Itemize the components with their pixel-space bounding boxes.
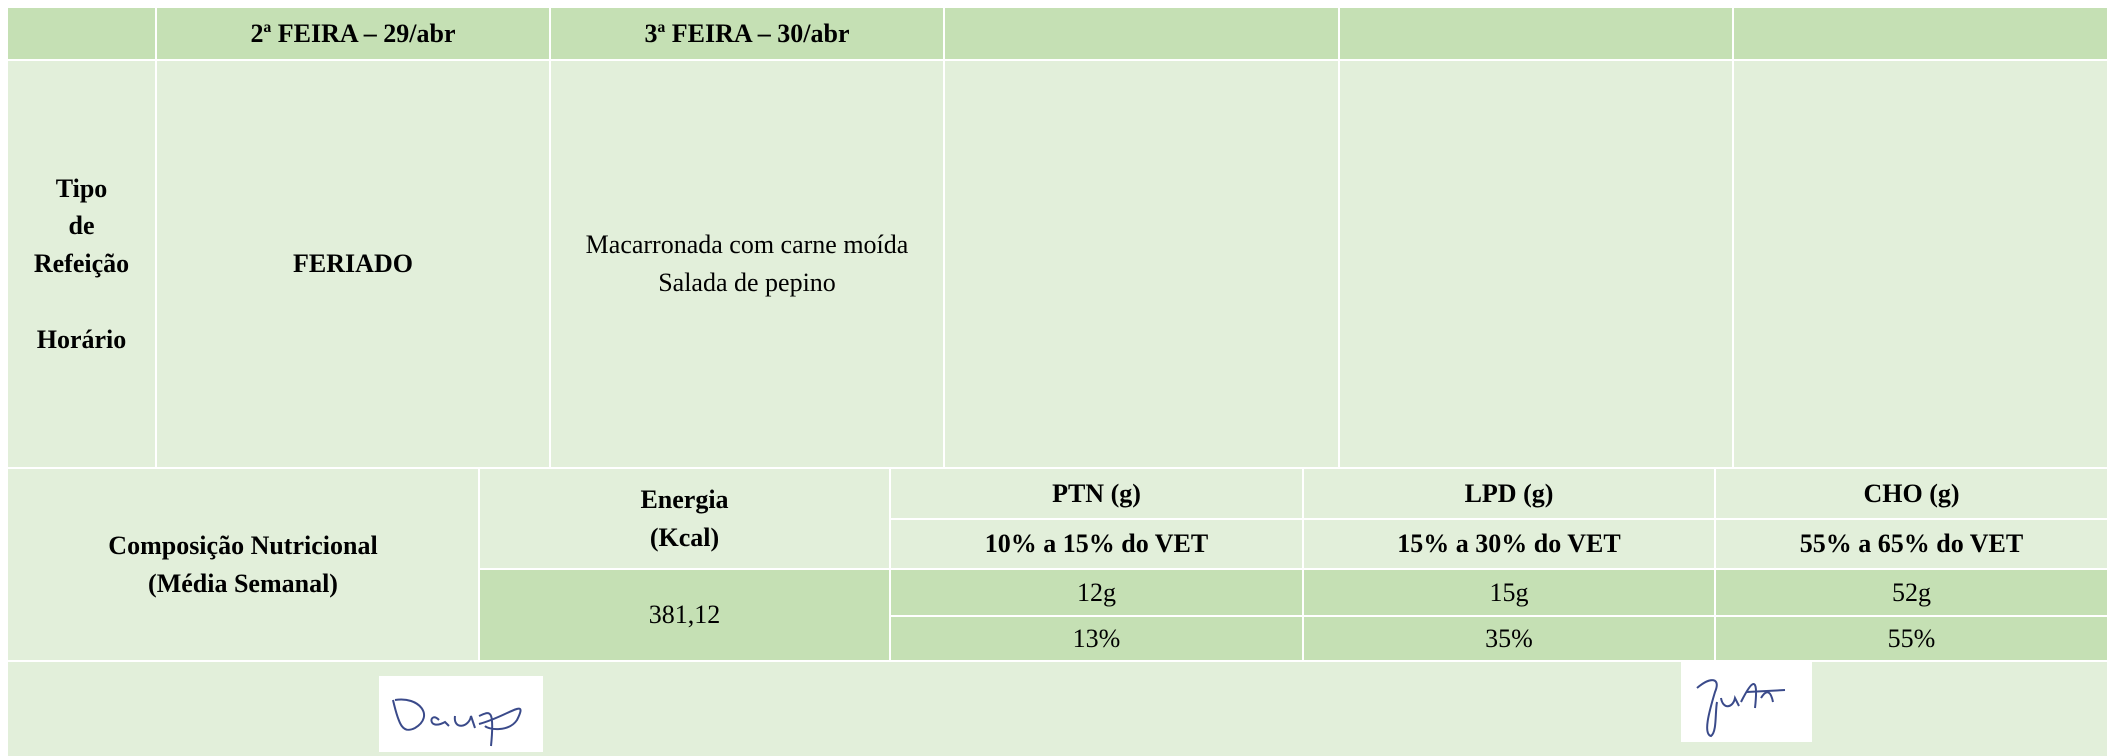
meal-cell: FERIADO: [157, 61, 549, 467]
day-header: 3ª FEIRA – 30/abr: [551, 8, 943, 59]
nutrient-percent: 35%: [1304, 617, 1714, 660]
signature: [1681, 662, 1812, 742]
nutrient-grams: 12g: [891, 570, 1302, 615]
header-line: Energia: [640, 484, 729, 514]
energy-value: 381,12: [480, 570, 889, 660]
meal-cell: [1734, 61, 2107, 467]
meal-cell: [1340, 61, 1732, 467]
nutrient-name: LPD (g): [1304, 469, 1714, 518]
energy-header: Energia (Kcal): [480, 469, 889, 568]
nutrition-label: Composição Nutricional (Média Semanal): [8, 469, 478, 660]
meal-line: Macarronada com carne moída: [585, 230, 909, 260]
day-header: [1340, 8, 1732, 59]
label-line: Composição Nutricional: [108, 530, 378, 560]
nutrient-range: 15% a 30% do VET: [1304, 520, 1714, 568]
day-header: [945, 8, 1338, 59]
nutrient-range: 10% a 15% do VET: [891, 520, 1302, 568]
nutrient-range: 55% a 65% do VET: [1716, 520, 2107, 568]
meal-line: Salada de pepino: [658, 268, 836, 297]
nutrient-name: PTN (g): [891, 469, 1302, 518]
label-line: Refeição: [33, 249, 130, 278]
nutrient-grams: 52g: [1716, 570, 2107, 615]
nutrient-percent: 13%: [891, 617, 1302, 660]
meal-label: Tipo de Refeição Horário: [8, 61, 155, 467]
meal-cell: [945, 61, 1338, 467]
signature: [379, 676, 543, 752]
nutrient-name: CHO (g): [1716, 469, 2107, 518]
nutrient-grams: 15g: [1304, 570, 1714, 615]
nutrient-percent: 55%: [1716, 617, 2107, 660]
day-header: 2ª FEIRA – 29/abr: [157, 8, 549, 59]
meal-cell: Macarronada com carne moída Salada de pe…: [551, 61, 943, 467]
label-line: Tipo: [55, 173, 108, 203]
header-line: (Kcal): [649, 522, 720, 552]
label-line: (Média Semanal): [148, 568, 338, 598]
label-line: Horário: [36, 324, 127, 354]
day-header: [1734, 8, 2107, 59]
corner-cell: [8, 8, 155, 59]
label-line: de: [68, 211, 95, 241]
